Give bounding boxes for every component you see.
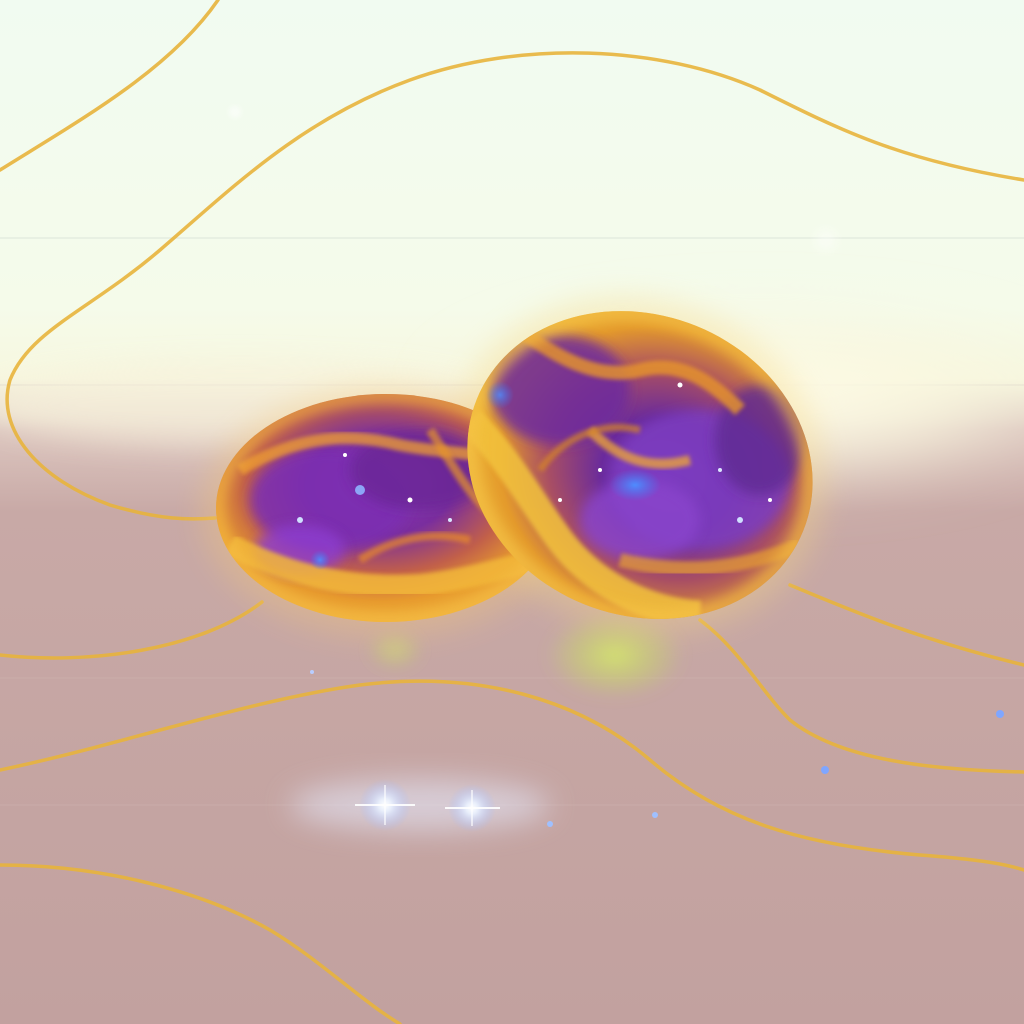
- green-reflection-small: [365, 628, 425, 672]
- right-orb: [460, 305, 819, 629]
- floor-sparkles: [229, 106, 1004, 832]
